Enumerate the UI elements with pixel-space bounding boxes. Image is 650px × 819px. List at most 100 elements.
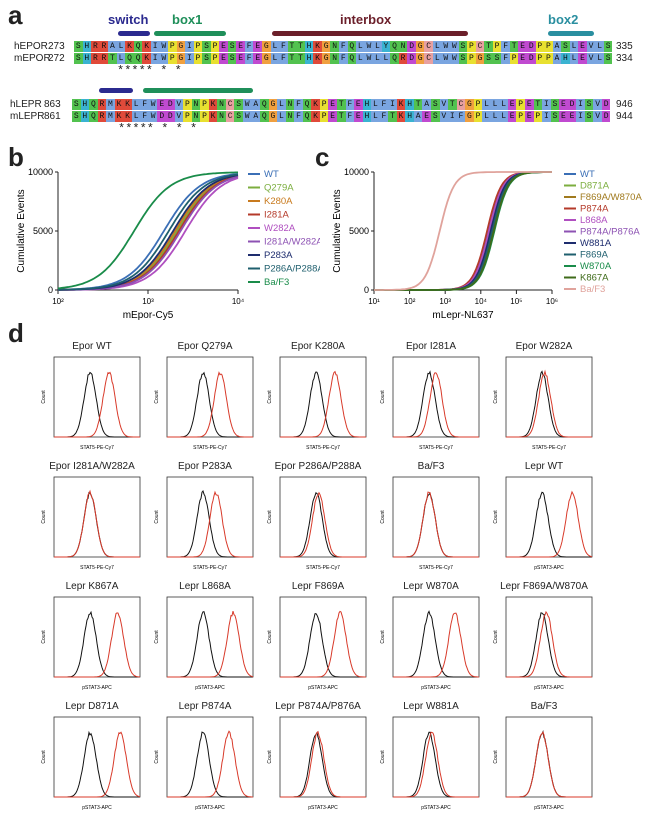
residue: Q <box>89 111 98 122</box>
residue: I <box>150 41 160 52</box>
legend-label: Q279A <box>264 183 294 194</box>
residue: C <box>456 99 466 110</box>
series-line-F869A <box>374 171 552 291</box>
count-label: Count <box>267 750 273 764</box>
residue: P <box>492 41 502 52</box>
count-label: Count <box>267 510 273 524</box>
histogram-curve <box>167 490 253 558</box>
legend-label: K867A <box>580 273 609 284</box>
residue: N <box>285 99 295 110</box>
histogram-title: Lepr WT <box>524 461 564 472</box>
histogram-curve <box>280 610 366 678</box>
residue: T <box>533 99 543 110</box>
residue: Q <box>125 53 134 64</box>
histogram-plot: Count pSTAT3-APC <box>493 596 593 691</box>
series-line-D871A <box>374 171 552 291</box>
legend-label: P874A <box>580 204 609 215</box>
residue: I <box>388 99 397 110</box>
histogram-plot: Count STAT5-PE-Cy7 <box>380 356 480 451</box>
legend-label: L868A <box>580 215 608 226</box>
residue: H <box>82 53 92 64</box>
residue: I <box>542 111 551 122</box>
residue: P <box>210 53 220 64</box>
y-tick-label: 0 <box>364 285 369 295</box>
panel-letter-a: a <box>8 0 23 30</box>
residue: G <box>465 99 474 110</box>
residue: L <box>499 111 508 122</box>
residue: G <box>415 41 425 52</box>
residue: L <box>595 53 604 64</box>
x-tick-label: 10⁶ <box>546 297 558 306</box>
residue: L <box>569 53 579 64</box>
histogram-plot: Count STAT5-PE-Cy7 <box>154 356 254 451</box>
x-label: pSTAT3-APC <box>308 685 338 691</box>
residue: P <box>473 111 483 122</box>
residue: V <box>593 111 602 122</box>
residue: I <box>576 111 585 122</box>
residue: D <box>166 111 175 122</box>
residue: S <box>603 41 613 52</box>
plot-frame <box>166 476 254 558</box>
residue: P <box>319 111 329 122</box>
residue: S <box>550 99 560 110</box>
residue: P <box>319 99 329 110</box>
residue: P <box>200 111 209 122</box>
residue: F <box>244 53 254 64</box>
legend-label: P874A/P876A <box>580 227 640 238</box>
residue: A <box>552 41 562 52</box>
box1-label: box1 <box>172 12 203 27</box>
histogram-plot: Count pSTAT3-APC <box>380 716 480 811</box>
residue: R <box>91 53 100 64</box>
x-label: STAT5-PE-Cy7 <box>419 445 453 451</box>
plot-frame <box>505 716 593 798</box>
residue: E <box>328 99 337 110</box>
residue: F <box>244 41 254 52</box>
residue: L <box>270 41 280 52</box>
residue: E <box>354 111 363 122</box>
residue: E <box>567 111 577 122</box>
histogram-curve <box>506 610 592 678</box>
residue: F <box>140 99 149 110</box>
residue: T <box>296 53 305 64</box>
x-tick-label: 10³ <box>142 297 154 306</box>
residue: L <box>131 99 141 110</box>
residue: F <box>345 111 355 122</box>
residue: L <box>116 53 126 64</box>
residue: A <box>251 99 261 110</box>
residue: S <box>584 111 594 122</box>
residue: W <box>159 41 169 52</box>
row-name-0: hEPOR <box>14 41 48 52</box>
residue: N <box>191 99 201 110</box>
residue: Q <box>260 111 269 122</box>
residue: E <box>219 53 228 64</box>
residue: I <box>576 99 585 110</box>
residue: P <box>535 53 545 64</box>
x-label: pSTAT3-APC <box>82 805 112 811</box>
residue: A <box>552 53 562 64</box>
residue: G <box>176 41 186 52</box>
series-line-WT <box>374 171 552 291</box>
legend-label: F869A <box>580 250 609 261</box>
residue: Q <box>347 53 357 64</box>
legend-label: WT <box>580 169 595 180</box>
legend-label: Ba/F3 <box>264 277 289 288</box>
residue: L <box>432 53 442 64</box>
histogram-curve <box>167 489 253 558</box>
residue: W <box>441 41 451 52</box>
histogram-plot: Count STAT5-PE-Cy7 <box>493 356 593 451</box>
residue: S <box>202 41 211 52</box>
plot-frame <box>53 476 141 558</box>
histogram-plot: Count STAT5-PE-Cy7 <box>380 476 480 571</box>
residue: P <box>516 111 525 122</box>
histogram-title: Lepr W881A <box>403 701 459 712</box>
residue: T <box>388 111 397 122</box>
residue: D <box>407 53 416 64</box>
residue: L <box>277 99 286 110</box>
residue: P <box>535 41 545 52</box>
residue: T <box>108 53 117 64</box>
histogram-curve <box>506 612 592 678</box>
histogram-plot: Count pSTAT3-APC <box>267 596 367 691</box>
residue: V <box>439 99 449 110</box>
residue: L <box>373 53 382 64</box>
plot-frame <box>505 476 593 558</box>
